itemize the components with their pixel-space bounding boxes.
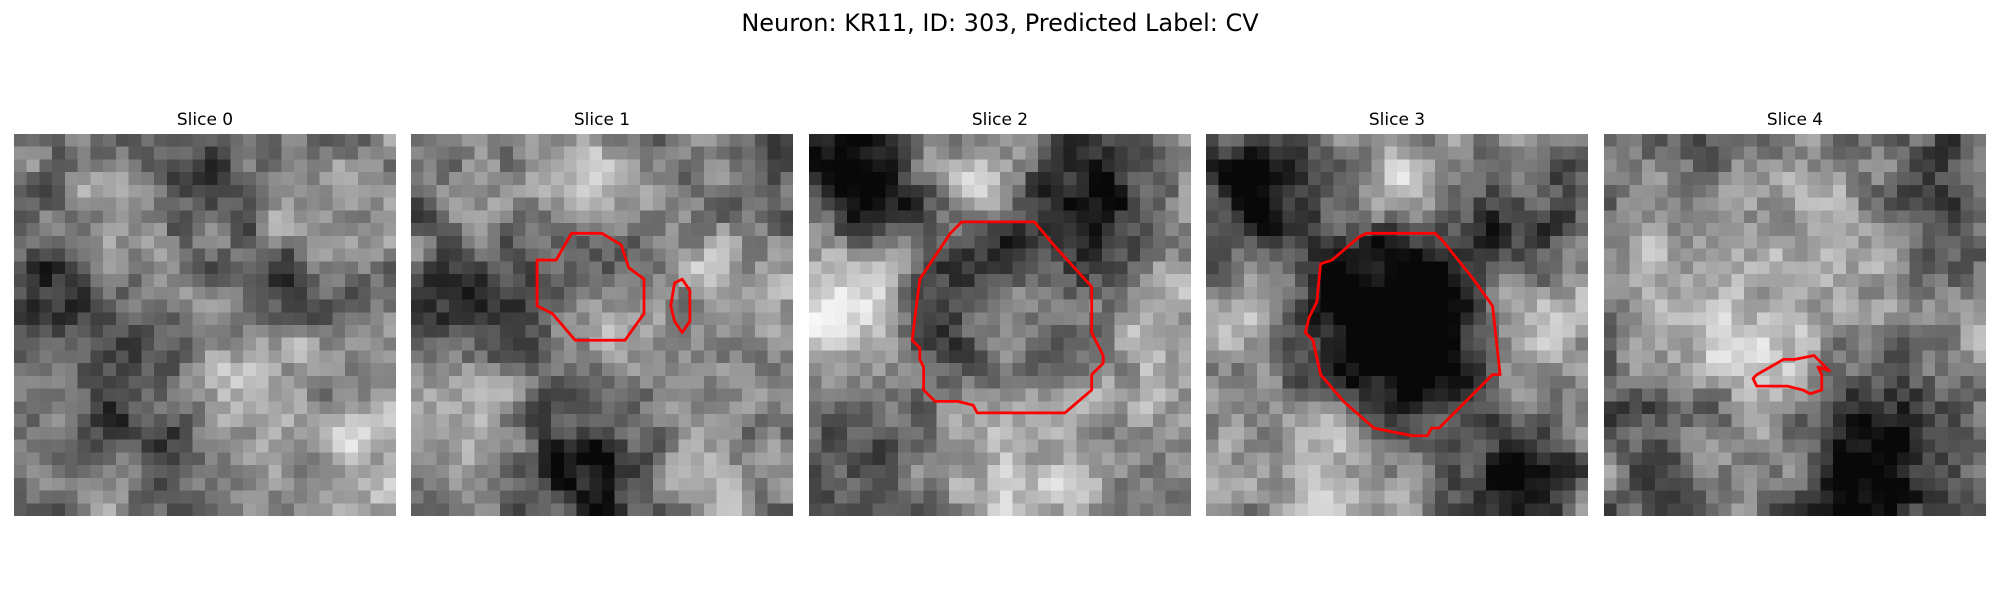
contour-0 <box>1751 354 1831 396</box>
slice-panel-0: Slice 0 <box>14 108 396 516</box>
slice-title-0: Slice 0 <box>176 110 234 130</box>
slice-panel-1: Slice 1 <box>411 108 793 516</box>
pixel-grid <box>1604 134 1986 516</box>
pixel-grid <box>809 134 1191 516</box>
slice-panel-2: Slice 2 <box>809 108 1191 516</box>
slice-image-4 <box>1604 134 1986 516</box>
slice-title-3: Slice 3 <box>1368 110 1426 130</box>
slice-panel-3: Slice 3 <box>1206 108 1588 516</box>
slice-image-1 <box>411 134 793 516</box>
slice-title-4: Slice 4 <box>1766 110 1824 130</box>
contour-0 <box>535 231 646 342</box>
slice-image-0 <box>14 134 396 516</box>
slice-panel-4: Slice 4 <box>1604 108 1986 516</box>
pixel-grid <box>14 134 396 516</box>
figure-title: Neuron: KR11, ID: 303, Predicted Label: … <box>741 9 1259 37</box>
slice-image-3 <box>1206 134 1588 516</box>
pixel-grid <box>1206 134 1588 516</box>
slice-title-1: Slice 1 <box>573 110 631 130</box>
slice-image-2 <box>809 134 1191 516</box>
slice-title-2: Slice 2 <box>971 110 1029 130</box>
contour-1 <box>669 277 692 335</box>
contour-0 <box>910 220 1105 415</box>
contour-0 <box>1303 231 1502 438</box>
pixel-grid <box>411 134 793 516</box>
